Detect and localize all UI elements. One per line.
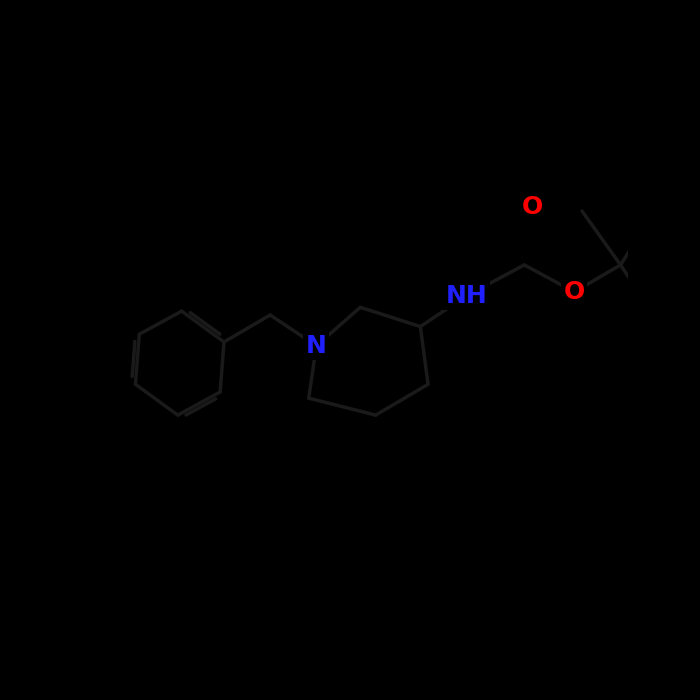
Text: N: N <box>306 334 327 358</box>
Text: O: O <box>564 280 585 304</box>
Text: NH: NH <box>446 284 487 308</box>
Text: O: O <box>522 195 542 219</box>
